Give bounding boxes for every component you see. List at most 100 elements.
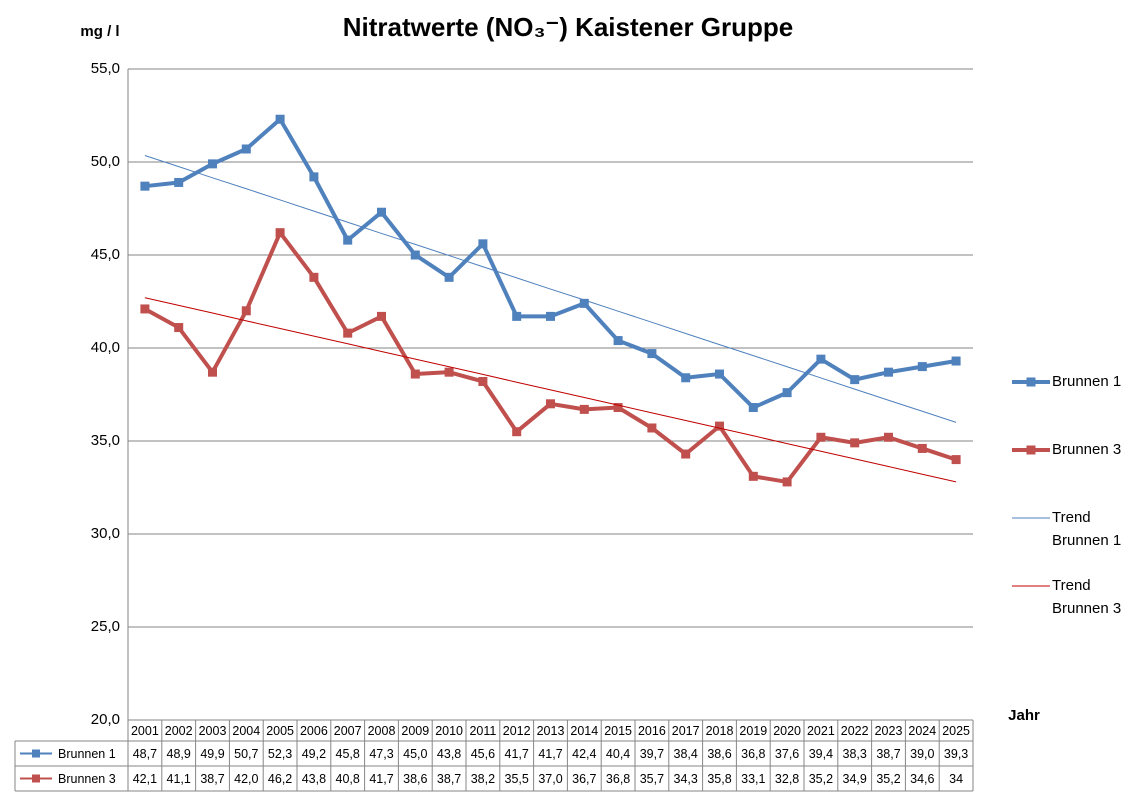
marker <box>546 311 555 321</box>
marker <box>343 328 353 338</box>
table-key-marker <box>32 749 40 758</box>
marker <box>275 114 285 124</box>
x-tick-label: 2013 <box>537 724 565 738</box>
table-value: 46,2 <box>268 772 292 786</box>
marker <box>309 272 319 282</box>
legend-item: Brunnen 3 <box>1008 438 1136 506</box>
marker <box>884 432 893 442</box>
x-tick-label: 2025 <box>942 724 970 738</box>
marker <box>241 144 251 154</box>
legend-label: Trend Brunnen 1 <box>1052 509 1122 549</box>
marker <box>512 427 522 437</box>
x-tick-label: 2007 <box>334 724 362 738</box>
legend-label: Brunnen 3 <box>1052 441 1122 458</box>
marker <box>917 362 927 372</box>
marker <box>478 376 488 386</box>
marker <box>241 306 251 316</box>
x-tick-label: 2018 <box>706 724 734 738</box>
table-value: 52,3 <box>268 747 292 761</box>
marker <box>309 172 319 182</box>
marker <box>850 438 860 448</box>
table-value: 37,0 <box>538 772 562 786</box>
table-series-name: Brunnen 3 <box>58 772 116 786</box>
x-tick-label: 2010 <box>435 724 463 738</box>
marker <box>782 388 792 398</box>
y-tick-label: 40,0 <box>91 339 120 356</box>
legend-key <box>1012 585 1050 587</box>
legend-key <box>1012 517 1050 519</box>
table-value: 49,9 <box>200 747 224 761</box>
table-value: 49,2 <box>302 747 326 761</box>
table-value: 41,7 <box>538 747 562 761</box>
table-value: 39,0 <box>910 747 934 761</box>
table-value: 37,6 <box>775 747 799 761</box>
table-key-marker <box>32 774 40 783</box>
table-value: 41,7 <box>369 772 393 786</box>
table-value: 35,2 <box>876 772 900 786</box>
table-value: 42,0 <box>234 772 258 786</box>
x-tick-label: 2022 <box>841 724 869 738</box>
marker <box>208 367 217 377</box>
table-value: 48,7 <box>133 747 157 761</box>
table-value: 42,1 <box>133 772 157 786</box>
marker <box>951 455 961 465</box>
x-tick-label: 2011 <box>469 724 496 738</box>
table-value: 35,7 <box>640 772 664 786</box>
table-value: 43,8 <box>302 772 326 786</box>
table-value: 43,8 <box>437 747 461 761</box>
x-tick-label: 2001 <box>131 724 159 738</box>
x-tick-label: 2009 <box>401 724 429 738</box>
series-line <box>143 230 957 484</box>
table-value: 35,5 <box>505 772 529 786</box>
x-tick-label: 2006 <box>300 724 328 738</box>
marker <box>208 159 217 169</box>
marker <box>647 423 657 433</box>
table-series-name: Brunnen 1 <box>58 747 116 761</box>
table-value: 40,8 <box>336 772 360 786</box>
marker <box>715 421 724 431</box>
legend-item: Trend Brunnen 3 <box>1008 574 1136 642</box>
marker <box>444 367 454 377</box>
marker <box>377 311 386 321</box>
y-tick-label: 55,0 <box>91 60 120 77</box>
table-value: 45,0 <box>403 747 427 761</box>
table-value: 36,7 <box>572 772 596 786</box>
table-value: 39,4 <box>809 747 833 761</box>
legend-label: Trend Brunnen 3 <box>1052 577 1122 617</box>
marker <box>850 375 860 385</box>
marker <box>748 403 758 413</box>
table-value: 45,8 <box>336 747 360 761</box>
table-value: 38,6 <box>707 747 731 761</box>
table-value: 39,7 <box>640 747 664 761</box>
legend-item: Trend Brunnen 1 <box>1008 506 1136 574</box>
legend-marker <box>1026 377 1036 387</box>
table-value: 38,7 <box>876 747 900 761</box>
marker <box>816 432 826 442</box>
marker <box>917 443 927 453</box>
table-value: 35,2 <box>809 772 833 786</box>
marker <box>478 239 488 249</box>
y-tick-label: 45,0 <box>91 246 120 263</box>
trend-line <box>144 155 957 423</box>
table-value: 38,7 <box>200 772 224 786</box>
table-value: 35,8 <box>707 772 731 786</box>
table-value: 38,3 <box>843 747 867 761</box>
marker <box>613 336 623 346</box>
table-value: 36,8 <box>606 772 630 786</box>
table-value: 34,6 <box>910 772 934 786</box>
y-axis-label: mg / l <box>80 23 119 40</box>
x-tick-label: 2003 <box>199 724 227 738</box>
x-tick-label: 2017 <box>672 724 700 738</box>
table-value: 34,3 <box>674 772 698 786</box>
table-value: 42,4 <box>572 747 596 761</box>
legend-marker <box>1026 445 1036 455</box>
table-value: 34 <box>949 772 963 786</box>
marker <box>174 177 184 187</box>
x-tick-label: 2021 <box>807 724 835 738</box>
x-tick-label: 2016 <box>638 724 666 738</box>
table-value: 32,8 <box>775 772 799 786</box>
marker <box>275 228 285 238</box>
y-tick-label: 25,0 <box>91 618 120 635</box>
